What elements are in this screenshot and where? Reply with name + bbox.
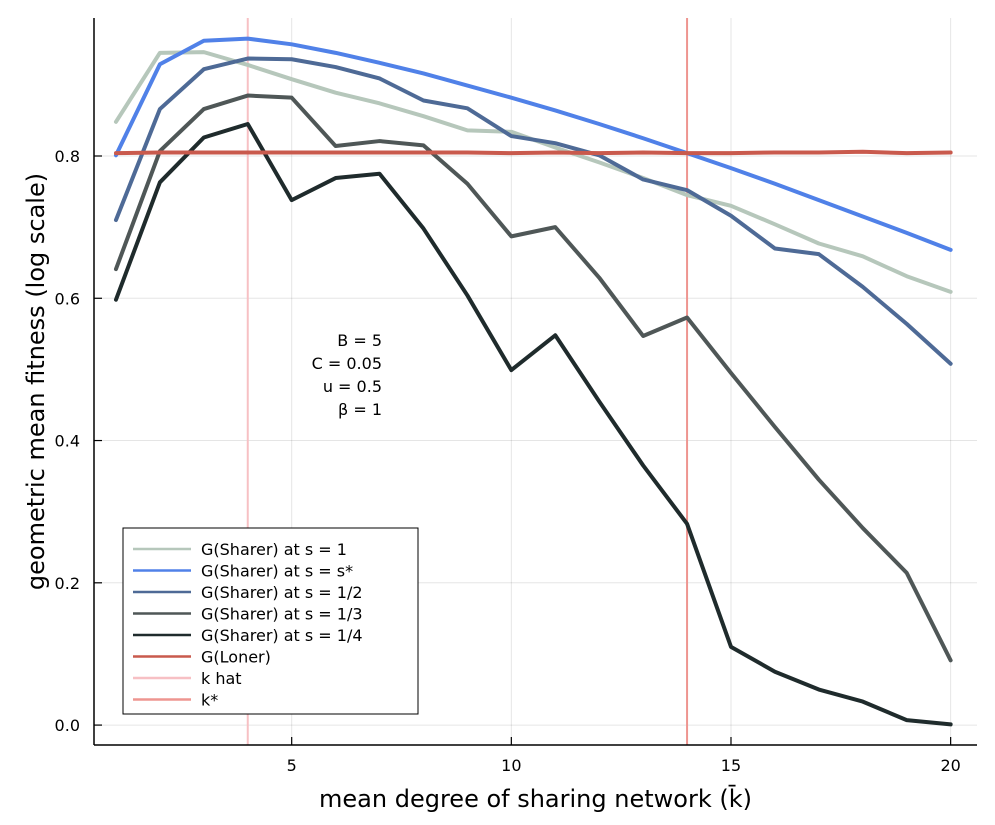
x-tick-label: 10 bbox=[501, 756, 521, 775]
annotation-line: C = 0.05 bbox=[312, 354, 382, 373]
y-tick-label: 0.0 bbox=[55, 716, 80, 735]
legend-label: k* bbox=[201, 691, 218, 710]
series-line-4 bbox=[113, 93, 953, 663]
y-tick-label: 0.2 bbox=[55, 574, 80, 593]
axes bbox=[93, 18, 977, 746]
x-tick-label: 20 bbox=[940, 756, 960, 775]
y-tick-label: 0.8 bbox=[55, 147, 80, 166]
legend-label: G(Sharer) at s = 1/2 bbox=[201, 583, 363, 602]
legend-label: G(Sharer) at s = 1 bbox=[201, 540, 347, 559]
y-axis-title: geometric mean fitness (log scale) bbox=[22, 173, 50, 590]
series-line-3 bbox=[113, 56, 953, 366]
y-tick-label: 0.6 bbox=[55, 289, 80, 308]
series-line-2 bbox=[113, 36, 953, 252]
legend-label: G(Sharer) at s = 1/3 bbox=[201, 605, 363, 624]
y-ticks: 0.0 0.2 0.4 0.6 0.8 bbox=[55, 147, 102, 735]
legend: G(Sharer) at s = 1 G(Sharer) at s = s* G(S… bbox=[122, 527, 419, 715]
parameter-annotation: B = 5 C = 0.05 u = 0.5 β = 1 bbox=[312, 331, 382, 419]
series-lines bbox=[113, 36, 953, 727]
x-tick-label: 5 bbox=[287, 756, 297, 775]
series-line-1 bbox=[113, 50, 953, 294]
legend-label: G(Sharer) at s = s* bbox=[201, 562, 353, 581]
x-tick-label: 15 bbox=[721, 756, 741, 775]
legend-label: G(Loner) bbox=[201, 648, 271, 667]
annotation-line: B = 5 bbox=[337, 331, 382, 350]
legend-box bbox=[122, 527, 419, 715]
x-axis-title: mean degree of sharing network (k̄) bbox=[319, 784, 752, 813]
series-line-5 bbox=[113, 121, 953, 727]
annotation-line: β = 1 bbox=[338, 400, 382, 419]
annotation-line: u = 0.5 bbox=[323, 377, 382, 396]
legend-label: G(Sharer) at s = 1/4 bbox=[201, 626, 363, 645]
series-line-6 bbox=[113, 149, 953, 156]
legend-label: k hat bbox=[201, 669, 242, 688]
x-ticks: 5 10 15 20 bbox=[287, 737, 961, 775]
y-tick-label: 0.4 bbox=[55, 432, 80, 451]
